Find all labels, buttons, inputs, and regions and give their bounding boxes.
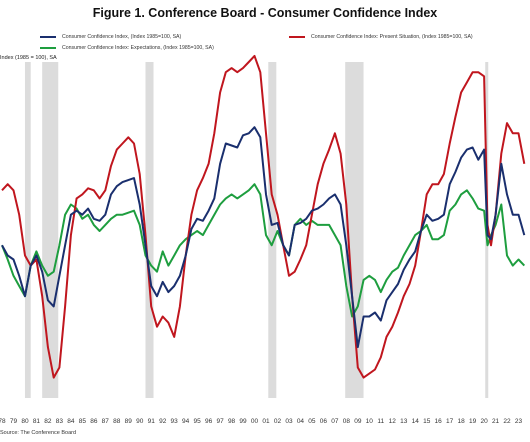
x-tick-label: 06 bbox=[320, 418, 328, 425]
legend-item-expectations: Consumer Confidence Index: Expectations,… bbox=[40, 45, 214, 51]
x-tick-label: 08 bbox=[343, 418, 351, 425]
x-tick-label: 21 bbox=[492, 418, 500, 425]
x-tick-label: 19 bbox=[469, 418, 477, 425]
series-line-2 bbox=[1, 183, 526, 318]
x-tick-label: 18 bbox=[458, 418, 466, 425]
x-tick-label: 91 bbox=[148, 418, 156, 425]
x-tick-label: 07 bbox=[331, 418, 339, 425]
recession-bands bbox=[24, 62, 489, 398]
x-tick-label: 87 bbox=[102, 418, 110, 425]
x-tick-label: 78 bbox=[0, 418, 6, 425]
x-tick-label: 97 bbox=[216, 418, 224, 425]
chart-title: Figure 1. Conference Board - Consumer Co… bbox=[92, 6, 438, 20]
x-tick-label: 98 bbox=[228, 418, 236, 425]
y-axis-label: Index (1985 = 100), SA bbox=[0, 55, 57, 61]
x-tick-label: 85 bbox=[79, 418, 87, 425]
series-line-1 bbox=[1, 54, 526, 379]
legend-swatch-red bbox=[289, 36, 305, 38]
x-tick-label: 99 bbox=[239, 418, 247, 425]
x-tick-label: 81 bbox=[33, 418, 41, 425]
x-tick-label: 04 bbox=[297, 418, 305, 425]
x-tick-label: 01 bbox=[262, 418, 270, 425]
x-tick-label: 11 bbox=[377, 418, 384, 425]
x-tick-label: 00 bbox=[251, 418, 259, 425]
legend-item-consumer-confidence-index: Consumer Confidence Index, (Index 1985=1… bbox=[40, 34, 181, 40]
x-tick-label: 03 bbox=[285, 418, 293, 425]
x-tick-label: 94 bbox=[182, 418, 190, 425]
recession-band bbox=[145, 62, 154, 398]
x-tick-label: 20 bbox=[480, 418, 488, 425]
series-line-0 bbox=[1, 126, 526, 349]
recession-band bbox=[24, 62, 31, 398]
x-tick-label: 93 bbox=[171, 418, 179, 425]
x-tick-label: 79 bbox=[10, 418, 18, 425]
x-tick-label: 83 bbox=[56, 418, 64, 425]
x-tick-label: 89 bbox=[125, 418, 133, 425]
x-tick-label: 09 bbox=[354, 418, 362, 425]
x-tick-label: 17 bbox=[446, 418, 454, 425]
x-tick-label: 95 bbox=[194, 418, 202, 425]
x-tick-label: 80 bbox=[21, 418, 29, 425]
x-tick-label: 96 bbox=[205, 418, 213, 425]
legend-swatch-green bbox=[40, 47, 56, 49]
x-tick-label: 15 bbox=[423, 418, 431, 425]
x-tick-label: 86 bbox=[90, 418, 98, 425]
x-tick-label: 90 bbox=[136, 418, 144, 425]
x-tick-label: 05 bbox=[308, 418, 316, 425]
x-tick-label: 23 bbox=[515, 418, 523, 425]
x-tick-label: 22 bbox=[503, 418, 511, 425]
legend-label: Consumer Confidence Index: Expectations,… bbox=[62, 45, 214, 51]
legend-item-present-situation: Consumer Confidence Index: Present Situa… bbox=[289, 34, 473, 40]
x-tick-label: 84 bbox=[67, 418, 75, 425]
x-tick-label: 10 bbox=[366, 418, 374, 425]
x-tick-label: 82 bbox=[44, 418, 52, 425]
recession-band bbox=[268, 62, 277, 398]
legend-label: Consumer Confidence Index: Present Situa… bbox=[311, 34, 473, 40]
recession-band bbox=[42, 62, 59, 398]
source-note: Source: The Conference Board bbox=[0, 430, 77, 436]
x-tick-label: 12 bbox=[389, 418, 397, 425]
x-tick-label: 92 bbox=[159, 418, 167, 425]
series-lines bbox=[1, 54, 526, 379]
recession-band bbox=[345, 62, 364, 398]
x-axis-tick-labels: 78 79 80 81 82 83 84 85 86 87 88 89 90 91 92 93 94 95 96 97… bbox=[0, 418, 523, 425]
x-tick-label: 88 bbox=[113, 418, 121, 425]
x-tick-label: 13 bbox=[400, 418, 408, 425]
legend-label: Consumer Confidence Index, (Index 1985=1… bbox=[62, 34, 182, 40]
legend-swatch-blue bbox=[40, 36, 56, 38]
x-tick-label: 16 bbox=[435, 418, 443, 425]
x-tick-label: 02 bbox=[274, 418, 282, 425]
x-tick-label: 14 bbox=[412, 418, 420, 425]
